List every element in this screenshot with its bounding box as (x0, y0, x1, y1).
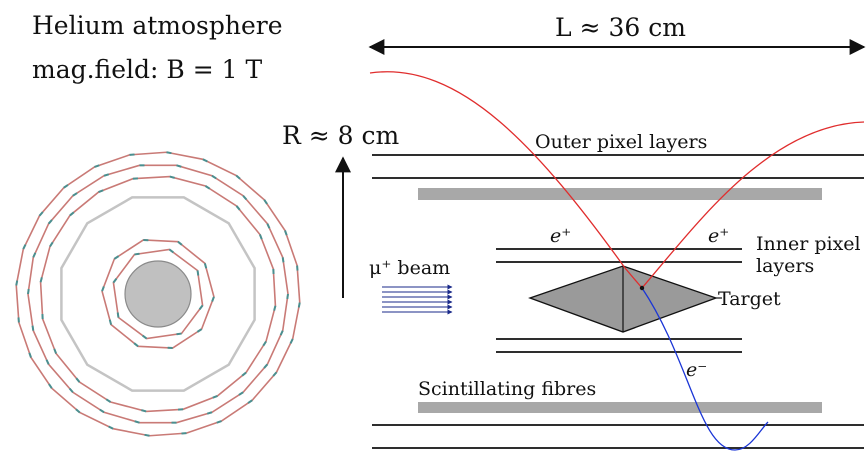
ladder-tick (204, 185, 211, 190)
ladder-tick (241, 371, 247, 377)
ladder-tick (284, 230, 288, 236)
ladder-tick (286, 293, 289, 300)
ladder-tick (32, 252, 37, 258)
ladder-tick (144, 433, 150, 437)
ladder-tick (27, 288, 30, 295)
scintillating-fibres-bar (418, 402, 822, 413)
ladder-tick (15, 280, 19, 286)
muon-beam-arrows (382, 284, 453, 315)
ladder-tick (202, 158, 208, 163)
pixel-ladders (15, 151, 301, 437)
outer-pixel-layers-label: Outer pixel layers (535, 131, 707, 153)
cross-section-view (15, 151, 301, 437)
ladder-tick (281, 257, 285, 263)
ladder-tick (258, 234, 263, 240)
atmosphere-label: Helium atmosphere (32, 11, 283, 40)
radius-label: R ≈ 8 cm (282, 121, 400, 150)
ladder-tick (68, 387, 74, 393)
ladder-tick (198, 304, 204, 310)
ladder-tick (168, 248, 174, 254)
scintillating-fibres-label: Scintillating fibres (418, 378, 596, 400)
ladder-tick (266, 223, 271, 229)
ladder-tick (94, 164, 100, 168)
ladder-tick (108, 425, 114, 430)
ladder-tick (272, 371, 278, 377)
ladder-tick (134, 420, 140, 424)
ladder-tick (176, 164, 182, 168)
ladder-tick (108, 319, 113, 325)
ladder-tick (262, 340, 267, 347)
inner-pixel-layers-label-line1: Inner pixel (756, 233, 861, 255)
inner-pixel-layers-label-line2: layers (756, 255, 814, 277)
ladder-tick (53, 348, 58, 354)
ladder-tick (38, 211, 44, 217)
ladder-tick (263, 199, 268, 205)
scintillating-tiles-top (418, 188, 822, 200)
ladder-tick (169, 175, 175, 179)
ladder-tick (75, 377, 81, 383)
ladder-tick (142, 334, 148, 340)
ladder-tick (279, 330, 284, 336)
positron-track-right (641, 121, 865, 289)
ladder-tick (98, 189, 104, 194)
ladder-tick (211, 174, 217, 180)
side-view: Outer pixel layers Inner pixel layers μ⁺… (369, 71, 865, 451)
ladder-tick (99, 408, 105, 414)
ladder-tick (45, 359, 50, 365)
ladder-tick (235, 174, 241, 180)
ladder-tick (238, 391, 244, 396)
ladder-tick (177, 240, 183, 246)
electron-label: e⁻ (686, 359, 707, 381)
beampipe-cross-section (124, 260, 192, 328)
ladder-tick (113, 255, 120, 260)
ladder-tick (235, 205, 241, 211)
ladder-tick (72, 192, 78, 197)
ladder-tick (203, 263, 208, 269)
ladder-tick (196, 328, 203, 333)
ladder-tick (196, 270, 200, 276)
ladder-tick (49, 241, 54, 248)
ladder-tick (112, 278, 118, 284)
ladder-tick (103, 173, 110, 177)
ladder-tick (101, 286, 105, 292)
ladder-tick (141, 409, 147, 413)
ladder-tick (206, 411, 213, 415)
decay-vertex (639, 285, 645, 291)
muon-beam-label: μ⁺ beam (369, 257, 450, 279)
ladder-tick (216, 420, 222, 424)
ladder-tick (166, 151, 172, 155)
ladder-tick (22, 244, 27, 250)
ladder-tick (75, 408, 81, 414)
ladder-tick (69, 211, 75, 217)
length-label: L ≈ 36 cm (555, 13, 686, 42)
ladder-tick (212, 394, 218, 399)
ladder-tick (133, 342, 139, 348)
ladder-tick (28, 352, 32, 358)
ladder-tick (297, 302, 301, 308)
target-label: Target (718, 288, 781, 310)
magnetic-field-label: mag.field: B = 1 T (32, 55, 262, 84)
ladder-tick (242, 195, 248, 201)
middle-support-frame (60, 196, 256, 392)
positron-label-right: e⁺ (708, 225, 729, 247)
ladder-tick (105, 398, 112, 403)
ladder-tick (63, 184, 69, 189)
ladder-tick (247, 399, 253, 404)
electron-track (641, 287, 769, 451)
ladder-tick (134, 252, 140, 256)
ladder-tick (48, 383, 53, 389)
ladder-tick (211, 296, 215, 302)
positron-label-left: e⁺ (550, 225, 571, 247)
ladder-tick (273, 305, 277, 311)
ladder-tick (289, 338, 294, 344)
ladder-tick (116, 312, 120, 318)
ladder-tick (263, 363, 269, 369)
ladder-tick (39, 277, 43, 283)
positron-track-to-vertex (624, 267, 643, 289)
ladder-tick (176, 332, 182, 336)
ladder-tick (31, 325, 35, 331)
ladder-tick (47, 219, 53, 225)
positron-track-left (369, 71, 626, 269)
